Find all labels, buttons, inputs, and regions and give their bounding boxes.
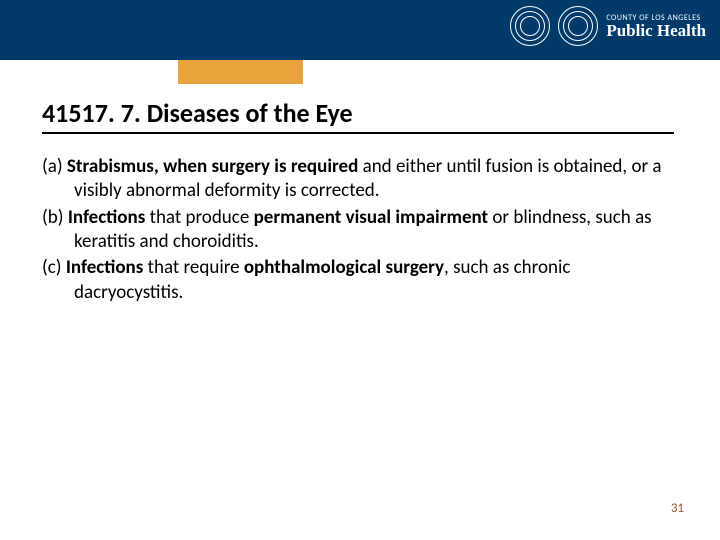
slide: COUNTY OF LOS ANGELES Public Health 4151… [0,0,720,540]
item-bold: Infections [66,256,143,279]
item-label: (c) [42,256,66,279]
body-text: (a) Strabismus, when surgery is required… [42,155,678,307]
item-text: that produce [145,206,253,229]
item-bold: Strabismus, when surgery is required [67,155,358,178]
logo-block: COUNTY OF LOS ANGELES Public Health [510,6,706,46]
county-seal-icon [510,6,550,46]
item-text: that require [143,256,244,279]
item-label: (a) [42,155,67,178]
accent-bar [178,60,303,84]
page-number: 31 [671,501,684,516]
item-bold: ophthalmological surgery [244,256,444,279]
logo-big-text: Public Health [606,22,706,39]
logo-text: COUNTY OF LOS ANGELES Public Health [606,14,706,39]
item-bold: Infections [68,206,145,229]
list-item: (b) Infections that produce permanent vi… [42,206,678,255]
list-item: (a) Strabismus, when surgery is required… [42,155,678,204]
title-underline [42,132,674,134]
page-title: 41517. 7. Diseases of the Eye [42,97,353,129]
list-item: (c) Infections that require ophthalmolog… [42,256,678,305]
item-bold: permanent visual impairment [254,206,489,229]
item-label: (b) [42,206,68,229]
dept-seal-icon [558,6,598,46]
